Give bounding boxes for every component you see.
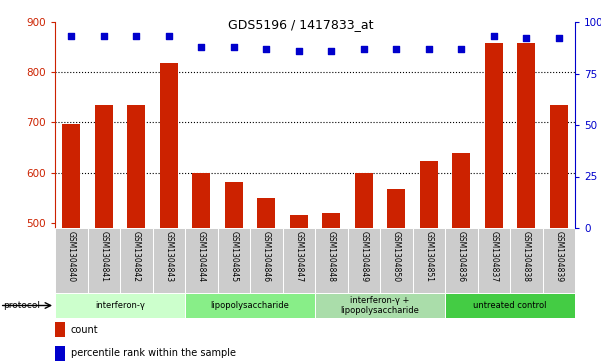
Text: percentile rank within the sample: percentile rank within the sample [71, 348, 236, 358]
Bar [445, 293, 575, 318]
Bar [550, 105, 568, 228]
Point [359, 46, 368, 52]
Bar [347, 228, 380, 293]
Text: GSM1304839: GSM1304839 [554, 231, 563, 282]
Bar [355, 173, 373, 228]
Bar [120, 228, 153, 293]
Point [391, 46, 401, 52]
Text: interferon-γ: interferon-γ [95, 301, 145, 310]
Point [67, 33, 76, 39]
Point [554, 36, 564, 41]
Text: lipopolysaccharide: lipopolysaccharide [210, 301, 290, 310]
Bar [185, 228, 218, 293]
Text: GSM1304848: GSM1304848 [327, 231, 336, 282]
Text: GDS5196 / 1417833_at: GDS5196 / 1417833_at [228, 18, 373, 31]
Bar [445, 228, 478, 293]
Point [326, 48, 336, 54]
Bar [510, 228, 543, 293]
Bar [88, 228, 120, 293]
Point [99, 33, 109, 39]
Text: GSM1304845: GSM1304845 [229, 231, 238, 282]
Bar [485, 43, 502, 228]
Bar [420, 161, 438, 228]
Bar [517, 43, 535, 228]
Point [132, 33, 141, 39]
Text: GSM1304841: GSM1304841 [99, 231, 108, 282]
Text: GSM1304850: GSM1304850 [392, 231, 401, 282]
Text: interferon-γ +
lipopolysaccharide: interferon-γ + lipopolysaccharide [341, 296, 419, 315]
Bar [55, 322, 65, 337]
Text: GSM1304849: GSM1304849 [359, 231, 368, 282]
Text: GSM1304836: GSM1304836 [457, 231, 466, 282]
Bar [380, 228, 412, 293]
Bar [55, 346, 65, 361]
Point [294, 48, 304, 54]
Bar [315, 293, 445, 318]
Bar [322, 213, 340, 228]
Text: GSM1304842: GSM1304842 [132, 231, 141, 282]
Bar [543, 228, 575, 293]
Text: untreated control: untreated control [473, 301, 547, 310]
Text: GSM1304838: GSM1304838 [522, 231, 531, 282]
Bar [225, 182, 243, 228]
Text: GSM1304851: GSM1304851 [424, 231, 433, 282]
Text: GSM1304840: GSM1304840 [67, 231, 76, 282]
Bar [55, 293, 185, 318]
Bar [412, 228, 445, 293]
Text: GSM1304843: GSM1304843 [164, 231, 173, 282]
Bar [185, 293, 315, 318]
Text: GSM1304847: GSM1304847 [294, 231, 304, 282]
Bar [218, 228, 250, 293]
Bar [315, 228, 347, 293]
Point [261, 46, 271, 52]
Bar [453, 152, 470, 228]
Bar [153, 228, 185, 293]
Point [164, 33, 174, 39]
Bar [63, 124, 80, 228]
Bar [127, 105, 145, 228]
Text: GSM1304837: GSM1304837 [489, 231, 498, 282]
Point [456, 46, 466, 52]
Text: protocol: protocol [3, 301, 40, 310]
Bar [387, 189, 405, 228]
Point [489, 33, 499, 39]
Bar [192, 173, 210, 228]
Text: GSM1304846: GSM1304846 [262, 231, 270, 282]
Point [197, 44, 206, 50]
Point [424, 46, 433, 52]
Bar [282, 228, 315, 293]
Bar [160, 63, 178, 228]
Text: GSM1304844: GSM1304844 [197, 231, 206, 282]
Bar [95, 105, 113, 228]
Bar [290, 215, 308, 228]
Point [229, 44, 239, 50]
Text: count: count [71, 325, 99, 335]
Bar [257, 198, 275, 228]
Bar [55, 228, 88, 293]
Bar [250, 228, 282, 293]
Bar [478, 228, 510, 293]
Point [522, 36, 531, 41]
